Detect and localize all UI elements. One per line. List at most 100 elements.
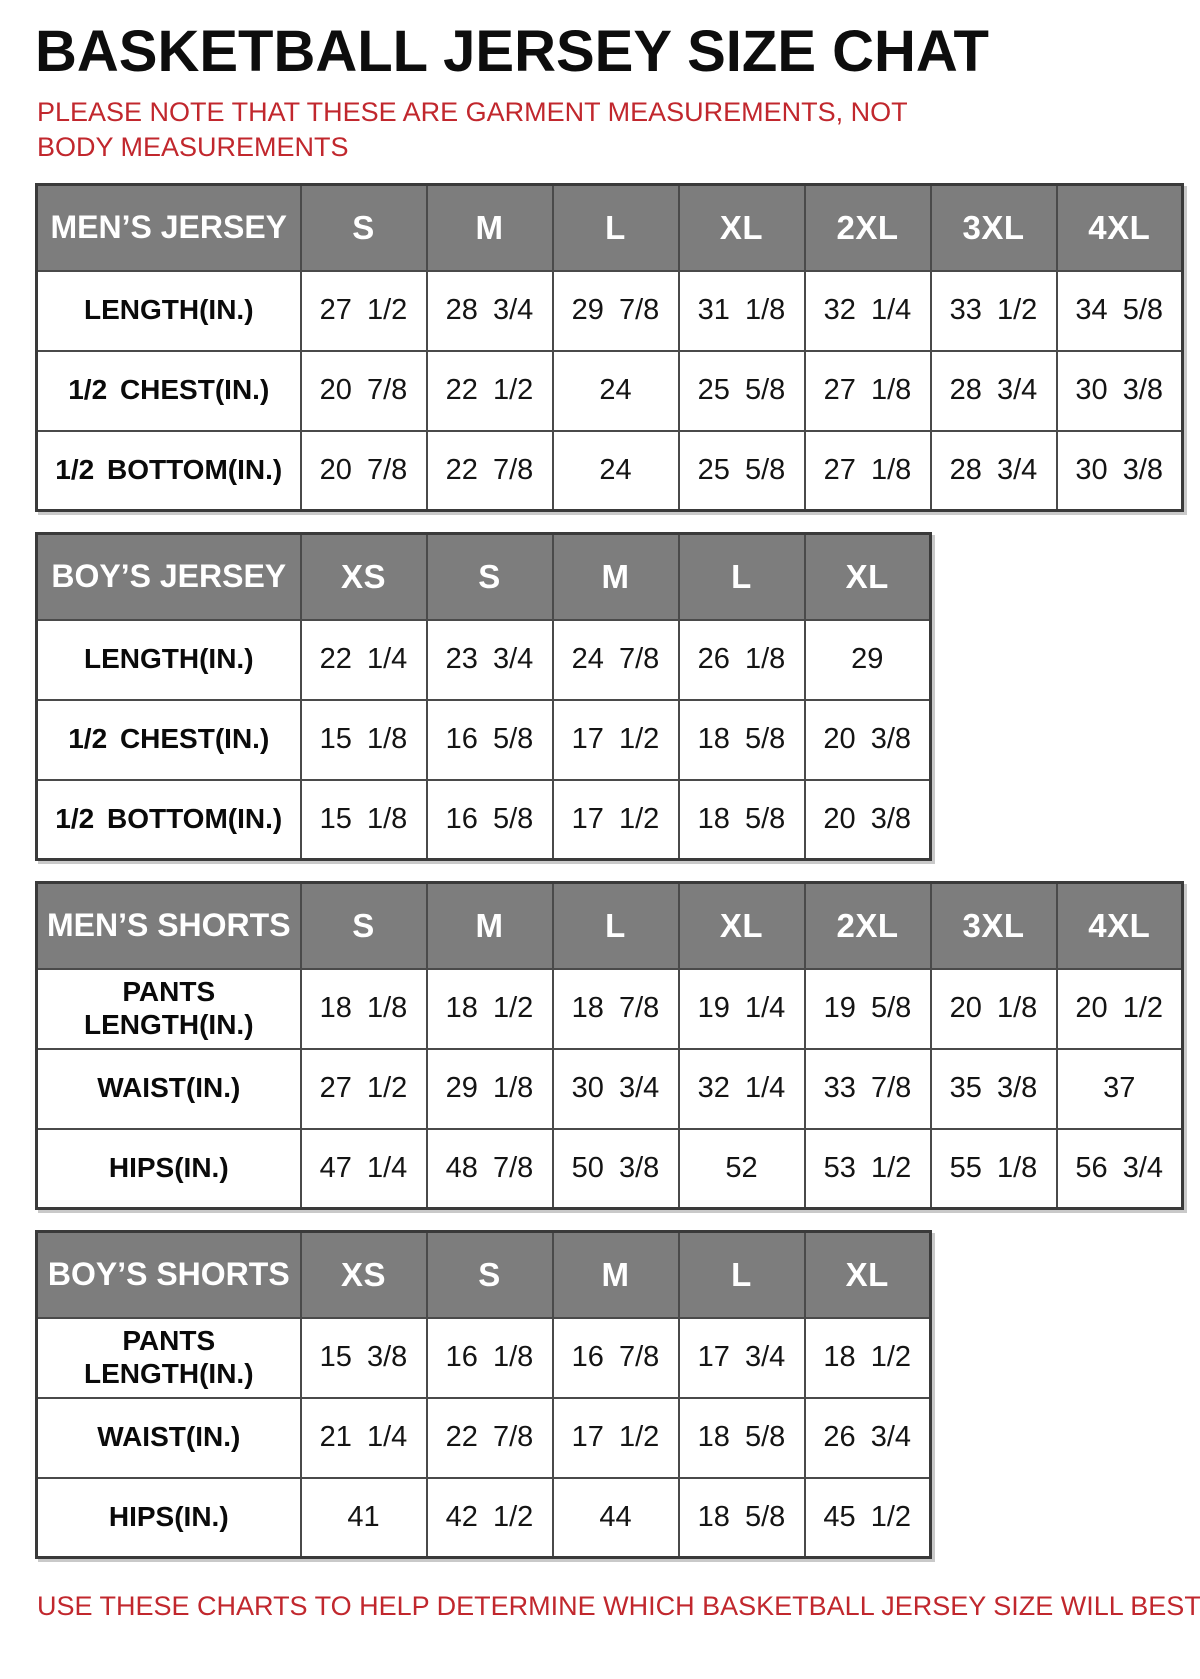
size-value: 28 3/4 [929,429,1058,512]
men-s-shorts-table: MEN’S SHORTS S M L XL 2XL 3XL 4XL PANTS LENGTH(I… [35,881,1184,1211]
size-value: 33 1/2 [929,269,1058,352]
size-value: 26 3/4 [803,1396,932,1479]
size-value: 42 1/2 [425,1476,554,1559]
table-title-cell: BOY’S JERSEY [35,532,302,621]
size-value: 24 [551,429,680,512]
table-row: WAIST(IN.) 27 1/2 29 1/8 30 3/4 32 1/4 33 7/8… [35,1047,1184,1130]
table-title-cell: MEN’S SHORTS [35,881,302,970]
size-value: 52 [677,1127,806,1210]
row-label: 1/2 BOTTOM(IN.) [35,778,302,861]
table-row: PANTS LENGTH(IN.) 18 1/8 18 1/2 18 7/8 19 1/… [35,967,1184,1050]
size-value: 17 1/2 [551,698,680,781]
size-value: 19 5/8 [803,967,932,1050]
row-label: WAIST(IN.) [35,1047,302,1130]
size-header-2xl: 2XL [803,183,932,272]
size-value: 29 1/8 [425,1047,554,1130]
size-value: 28 3/4 [929,349,1058,432]
size-value: 27 1/2 [299,269,428,352]
size-value: 17 1/2 [551,1396,680,1479]
size-value: 25 5/8 [677,349,806,432]
row-label: PANTS LENGTH(IN.) [35,967,302,1050]
size-value: 44 [551,1476,680,1559]
size-value: 55 1/8 [929,1127,1058,1210]
size-value: 27 1/8 [803,429,932,512]
men-s-jersey-table: MEN’S JERSEY S M L XL 2XL 3XL 4XL LENGTH(IN.) 27 … [35,183,1184,513]
size-value: 28 3/4 [425,269,554,352]
size-value: 27 1/8 [803,349,932,432]
size-value: 20 1/8 [929,967,1058,1050]
size-value: 18 1/2 [803,1316,932,1399]
size-value: 20 3/8 [803,698,932,781]
size-header-xl: XL [803,532,932,621]
size-value: 22 7/8 [425,1396,554,1479]
row-label: PANTS LENGTH(IN.) [35,1316,302,1399]
table-row: 1/2 CHEST(IN.) 20 7/8 22 1/2 24 25 5/8 27 1/8… [35,349,1184,432]
size-header-4xl: 4XL [1055,183,1184,272]
table-row: 1/2 CHEST(IN.) 15 1/8 16 5/8 17 1/2 18 5/8 20… [35,698,932,781]
size-header-m: M [425,183,554,272]
size-value: 34 5/8 [1055,269,1184,352]
size-header-3xl: 3XL [929,881,1058,970]
size-value: 22 1/4 [299,618,428,701]
size-header-3xl: 3XL [929,183,1058,272]
size-value: 56 3/4 [1055,1127,1184,1210]
size-value: 19 1/4 [677,967,806,1050]
size-value: 30 3/4 [551,1047,680,1130]
table-row: 1/2 BOTTOM(IN.) 15 1/8 16 5/8 17 1/2 18 5/8 2… [35,778,932,861]
size-header-s: S [425,1230,554,1319]
size-value: 20 7/8 [299,349,428,432]
size-value: 20 7/8 [299,429,428,512]
size-header-l: L [677,1230,806,1319]
size-value: 17 3/4 [677,1316,806,1399]
size-value: 18 7/8 [551,967,680,1050]
size-header-2xl: 2XL [803,881,932,970]
footer-note: USE THESE CHARTS TO HELP DETERMINE WHICH… [37,1591,1200,1622]
boy-s-jersey-table: BOY’S JERSEY XS S M L XL LENGTH(IN.) 22 1/4 23 3… [35,532,932,862]
header-row: BOY’S SHORTS XS S M L XL [35,1230,932,1319]
size-value: 32 1/4 [803,269,932,352]
size-value: 29 [803,618,932,701]
size-value: 37 [1055,1047,1184,1130]
table-row: LENGTH(IN.) 22 1/4 23 3/4 24 7/8 26 1/8 29 [35,618,932,701]
size-header-m: M [551,1230,680,1319]
size-value: 53 1/2 [803,1127,932,1210]
size-header-4xl: 4XL [1055,881,1184,970]
size-value: 18 5/8 [677,778,806,861]
page-title: BASKETBALL JERSEY SIZE CHAT [35,19,989,84]
size-value: 20 3/8 [803,778,932,861]
size-header-xs: XS [299,532,428,621]
size-value: 16 5/8 [425,698,554,781]
size-value: 18 5/8 [677,1476,806,1559]
size-value: 16 5/8 [425,778,554,861]
size-header-l: L [677,532,806,621]
row-label: 1/2 BOTTOM(IN.) [35,429,302,512]
size-value: 30 3/8 [1055,349,1184,432]
size-value: 41 [299,1476,428,1559]
size-value: 32 1/4 [677,1047,806,1130]
size-value: 15 1/8 [299,698,428,781]
size-value: 18 1/8 [299,967,428,1050]
row-label: HIPS(IN.) [35,1476,302,1559]
size-value: 24 [551,349,680,432]
size-value: 45 1/2 [803,1476,932,1559]
size-value: 22 1/2 [425,349,554,432]
size-value: 17 1/2 [551,778,680,861]
size-value: 27 1/2 [299,1047,428,1130]
row-label: WAIST(IN.) [35,1396,302,1479]
row-label: HIPS(IN.) [35,1127,302,1210]
size-value: 50 3/8 [551,1127,680,1210]
size-header-m: M [551,532,680,621]
size-value: 23 3/4 [425,618,554,701]
header-row: MEN’S SHORTS S M L XL 2XL 3XL 4XL [35,881,1184,970]
size-value: 16 7/8 [551,1316,680,1399]
size-header-l: L [551,881,680,970]
table-title-cell: MEN’S JERSEY [35,183,302,272]
size-value: 21 1/4 [299,1396,428,1479]
table-row: HIPS(IN.) 41 42 1/2 44 18 5/8 45 1/2 [35,1476,932,1559]
size-header-s: S [299,183,428,272]
table-row: PANTS LENGTH(IN.) 15 3/8 16 1/8 16 7/8 17 3/… [35,1316,932,1399]
size-value: 30 3/8 [1055,429,1184,512]
size-value: 25 5/8 [677,429,806,512]
table-row: LENGTH(IN.) 27 1/2 28 3/4 29 7/8 31 1/8 32 1/… [35,269,1184,352]
size-header-s: S [299,881,428,970]
